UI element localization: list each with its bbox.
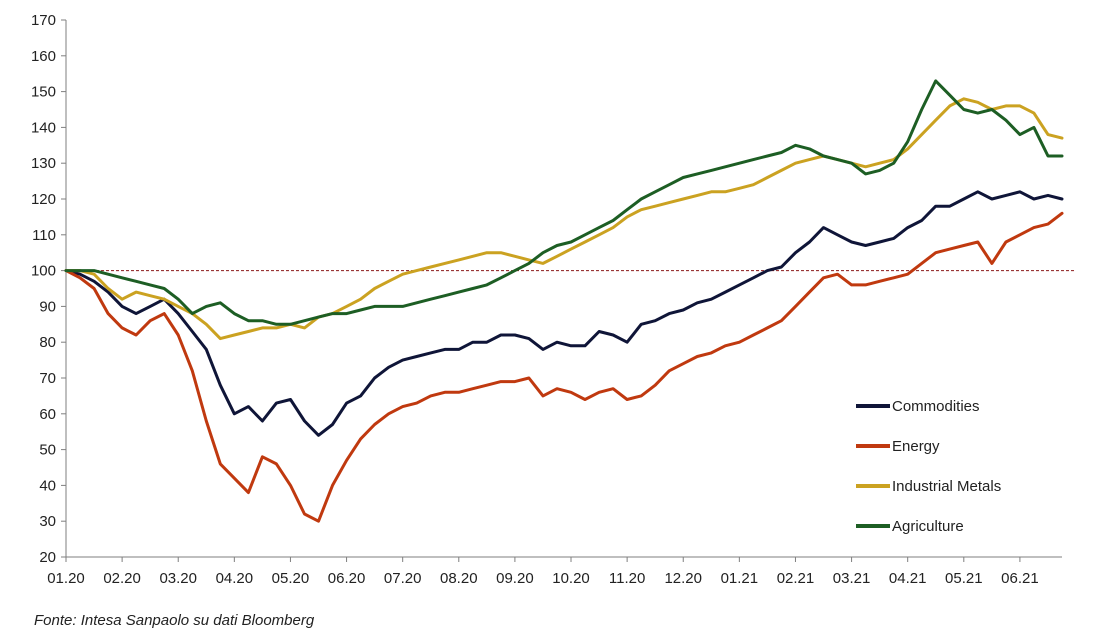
series-line-agriculture bbox=[64, 79, 1064, 326]
x-tick-label: 05.20 bbox=[272, 570, 310, 587]
y-tick-label: 80 bbox=[39, 334, 56, 351]
x-tick-label: 01.21 bbox=[721, 570, 759, 587]
series-line-commodities bbox=[64, 190, 1064, 437]
legend-label-agriculture: Agriculture bbox=[892, 518, 964, 535]
x-tick-label: 01.20 bbox=[47, 570, 85, 587]
y-axis-ticks: 20 30 40 50 60 70 80 90 100 110 120 130 140 150 160 170 bbox=[31, 12, 66, 566]
x-tick-label: 03.21 bbox=[833, 570, 871, 587]
y-tick-label: 160 bbox=[31, 48, 56, 65]
source-note: Fonte: Intesa Sanpaolo su dati Bloomberg bbox=[34, 612, 315, 629]
y-tick-label: 70 bbox=[39, 370, 56, 387]
x-tick-label: 08.20 bbox=[440, 570, 478, 587]
y-tick-label: 120 bbox=[31, 191, 56, 208]
series-lines bbox=[64, 79, 1064, 523]
x-tick-label: 02.20 bbox=[103, 570, 141, 587]
x-tick-label: 05.21 bbox=[945, 570, 983, 587]
x-tick-label: 02.21 bbox=[777, 570, 815, 587]
y-tick-label: 150 bbox=[31, 84, 56, 101]
x-tick-label: 06.21 bbox=[1001, 570, 1039, 587]
x-tick-label: 09.20 bbox=[496, 570, 534, 587]
legend-label-commodities: Commodities bbox=[892, 398, 980, 415]
legend-label-energy: Energy bbox=[892, 438, 940, 455]
x-tick-label: 06.20 bbox=[328, 570, 366, 587]
y-tick-label: 40 bbox=[39, 477, 56, 494]
x-tick-label: 11.20 bbox=[609, 570, 645, 587]
x-tick-label: 03.20 bbox=[159, 570, 197, 587]
y-tick-label: 50 bbox=[39, 442, 56, 459]
y-tick-label: 110 bbox=[32, 227, 56, 244]
x-tick-label: 12.20 bbox=[664, 570, 702, 587]
series-line-energy bbox=[64, 211, 1064, 523]
y-tick-label: 30 bbox=[39, 513, 56, 530]
x-tick-label: 04.20 bbox=[216, 570, 254, 587]
x-tick-label: 07.20 bbox=[384, 570, 422, 587]
x-tick-label: 04.21 bbox=[889, 570, 927, 587]
y-tick-label: 60 bbox=[39, 406, 56, 423]
y-tick-label: 170 bbox=[31, 12, 56, 29]
y-tick-label: 20 bbox=[39, 549, 56, 566]
legend-label-industrial-metals: Industrial Metals bbox=[892, 478, 1001, 495]
y-tick-label: 140 bbox=[31, 119, 56, 136]
legend: Commodities Energy Industrial Metals Agricu… bbox=[856, 398, 1001, 535]
y-tick-label: 100 bbox=[31, 263, 56, 280]
y-tick-label: 130 bbox=[31, 155, 56, 172]
x-tick-label: 10.20 bbox=[552, 570, 590, 587]
x-axis-ticks: 01.20 02.20 03.20 04.20 05.20 06.20 07.20 08.20… bbox=[47, 557, 1039, 587]
y-tick-label: 90 bbox=[39, 298, 56, 315]
